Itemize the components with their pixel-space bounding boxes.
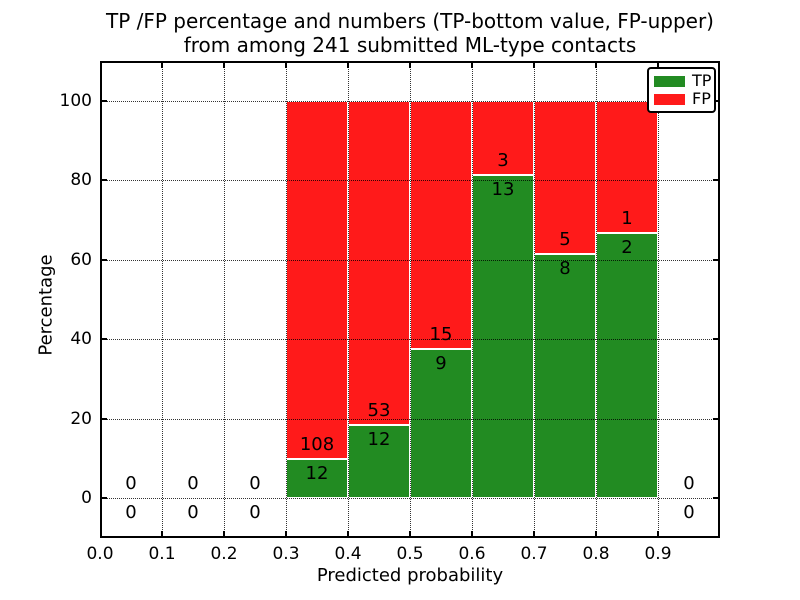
- y-tick-label: 20: [70, 408, 92, 429]
- y-tick-mark-right: [713, 338, 718, 341]
- legend-swatch-tp-icon: [654, 75, 685, 87]
- y-tick-label: 40: [70, 329, 92, 350]
- tp-count-label: 0: [125, 502, 137, 524]
- bar-tp: [596, 233, 658, 499]
- x-tick-mark-top: [223, 63, 225, 68]
- gridline-horizontal: [100, 100, 720, 102]
- fp-count-label: 1: [621, 208, 633, 230]
- tp-count-label: 9: [435, 353, 447, 375]
- x-tick-label: 0.2: [210, 544, 238, 564]
- x-tick-mark: [285, 531, 287, 536]
- y-tick-label: 60: [70, 249, 92, 270]
- tp-count-label: 0: [683, 502, 695, 524]
- legend-item-tp: TP: [654, 71, 712, 90]
- gridline-vertical: [658, 61, 659, 538]
- gridline-horizontal: [100, 498, 720, 500]
- x-tick-mark-top: [595, 63, 597, 68]
- y-tick-mark: [102, 417, 107, 420]
- x-tick-label: 0.1: [148, 544, 176, 564]
- gridline-vertical: [596, 61, 597, 538]
- gridline-horizontal: [100, 180, 720, 182]
- y-tick-mark: [102, 338, 107, 341]
- fp-count-label: 15: [429, 324, 453, 346]
- gridline-vertical: [286, 61, 287, 538]
- fp-count-label: 108: [299, 433, 335, 455]
- y-tick-mark: [102, 99, 107, 102]
- x-tick-mark-top: [471, 63, 473, 68]
- gridline-vertical: [348, 61, 349, 538]
- x-tick-mark-top: [161, 63, 163, 68]
- fp-count-label: 0: [249, 473, 261, 495]
- x-tick-label: 0.7: [520, 544, 548, 564]
- legend-label-tp: TP: [692, 71, 712, 90]
- gridline-horizontal: [100, 339, 720, 341]
- x-tick-mark-top: [533, 63, 535, 68]
- y-tick-mark-right: [713, 497, 718, 500]
- y-tick-mark: [102, 258, 107, 261]
- fp-count-label: 0: [683, 473, 695, 495]
- x-tick-label: 0.8: [582, 544, 610, 564]
- gridline-horizontal: [100, 259, 720, 261]
- x-tick-mark: [533, 531, 535, 536]
- tp-count-label: 0: [187, 502, 199, 524]
- fp-count-label: 53: [367, 399, 391, 421]
- y-tick-mark-right: [713, 258, 718, 261]
- y-tick-mark: [102, 497, 107, 500]
- x-tick-label: 0.5: [396, 544, 424, 564]
- y-tick-mark: [102, 179, 107, 182]
- bar-fp: [410, 100, 472, 350]
- fp-count-label: 5: [559, 228, 571, 250]
- y-tick-label: 100: [59, 90, 92, 111]
- gridline-vertical: [472, 61, 473, 538]
- tp-count-label: 12: [367, 428, 391, 450]
- x-tick-mark: [657, 531, 659, 536]
- x-axis-label: Predicted probability: [316, 565, 504, 586]
- x-tick-mark-top: [285, 63, 287, 68]
- tp-count-label: 0: [249, 502, 261, 524]
- x-tick-mark: [223, 531, 225, 536]
- x-tick-mark-top: [409, 63, 411, 68]
- gridline-vertical: [224, 61, 225, 538]
- tp-count-label: 12: [305, 462, 329, 484]
- bar-tp: [534, 253, 596, 499]
- y-tick-label: 80: [70, 170, 92, 191]
- x-tick-label: 0.0: [86, 544, 114, 564]
- chart-title-line2: from among 241 submitted ML-type contact…: [183, 33, 637, 57]
- tp-count-label: 8: [559, 257, 571, 279]
- fp-count-label: 0: [187, 473, 199, 495]
- x-tick-mark-top: [347, 63, 349, 68]
- chart-title-line1: TP /FP percentage and numbers (TP-bottom…: [106, 9, 714, 33]
- bar-tp: [472, 175, 534, 499]
- tp-count-label: 2: [621, 237, 633, 259]
- x-tick-mark: [409, 531, 411, 536]
- fp-count-label: 3: [497, 150, 509, 172]
- x-tick-label: 0.4: [334, 544, 362, 564]
- legend: TP FP: [647, 67, 716, 113]
- x-tick-mark: [471, 531, 473, 536]
- x-tick-mark-top: [657, 63, 659, 68]
- gridline-vertical: [162, 61, 163, 538]
- y-tick-mark-right: [713, 179, 718, 182]
- gridline-vertical: [410, 61, 411, 538]
- bar-fp: [286, 100, 348, 459]
- gridline-vertical: [534, 61, 535, 538]
- bar-tp: [410, 349, 472, 499]
- x-tick-mark: [347, 531, 349, 536]
- y-tick-label: 0: [81, 488, 92, 509]
- x-tick-label: 0.6: [458, 544, 486, 564]
- x-tick-label: 0.3: [272, 544, 300, 564]
- legend-item-fp: FP: [654, 89, 711, 108]
- x-tick-mark: [595, 531, 597, 536]
- chart-title: TP /FP percentage and numbers (TP-bottom…: [100, 9, 720, 57]
- fp-count-label: 0: [125, 473, 137, 495]
- tp-count-label: 13: [491, 179, 515, 201]
- legend-swatch-fp-icon: [654, 93, 685, 105]
- legend-label-fp: FP: [692, 89, 711, 108]
- x-tick-label: 0.9: [644, 544, 672, 564]
- y-tick-mark-right: [713, 417, 718, 420]
- x-tick-mark: [161, 531, 163, 536]
- gridline-horizontal: [100, 418, 720, 420]
- bar-fp: [348, 100, 410, 425]
